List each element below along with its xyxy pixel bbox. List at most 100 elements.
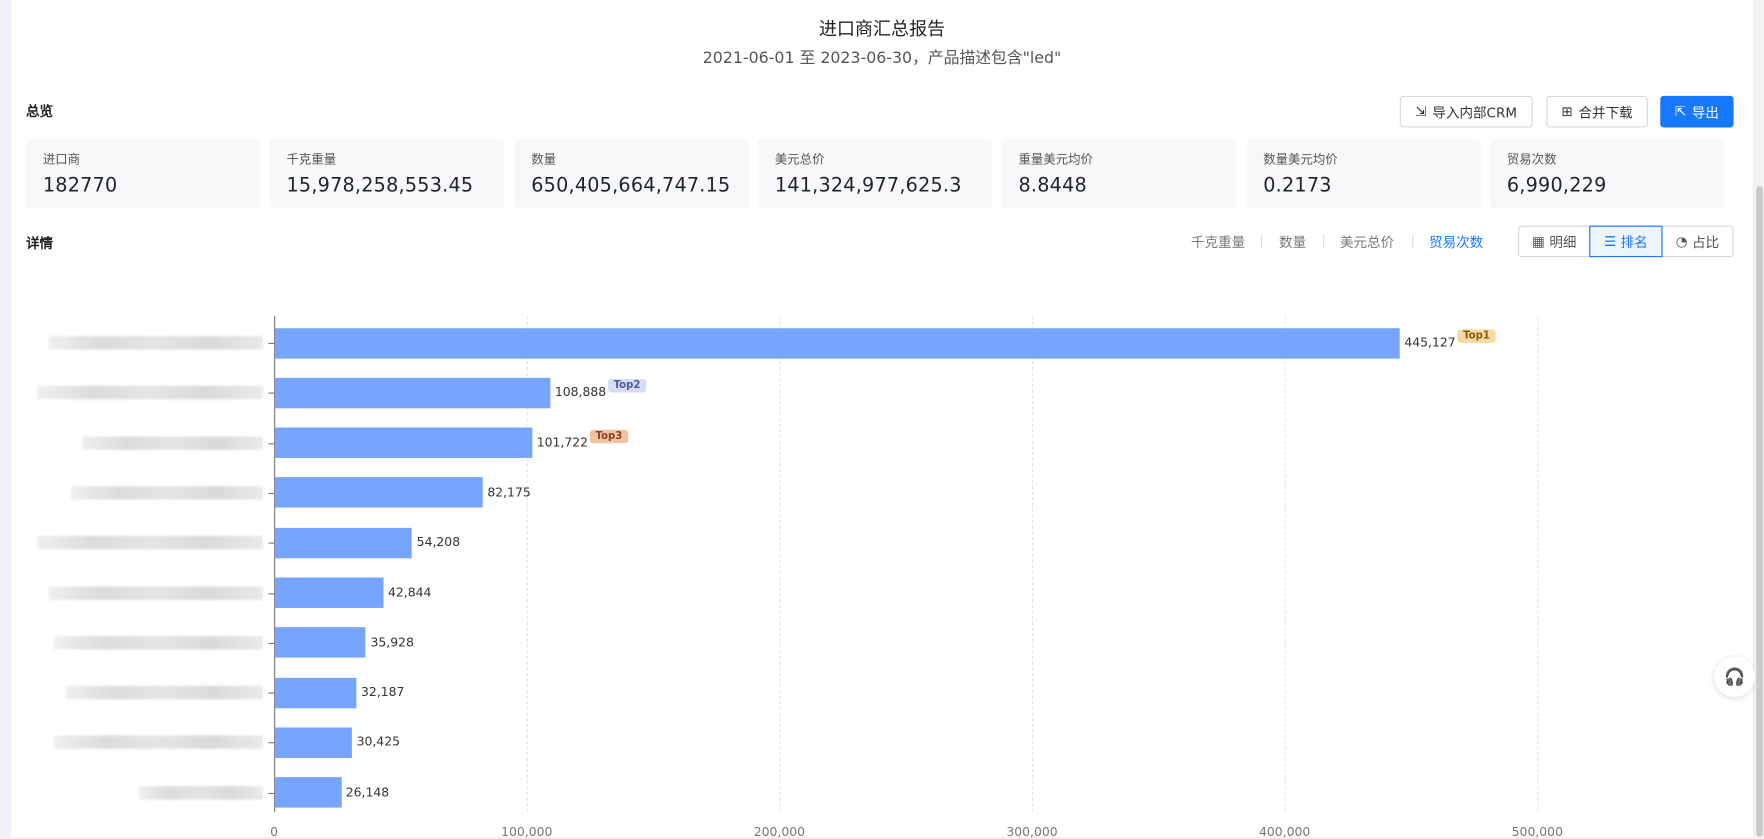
headset-icon: 🎧 [1724,666,1746,687]
stat-card: 千克重量 15,978,258,553.45 [269,138,505,209]
export-icon: ⇱ [1674,103,1687,120]
x-tick-label: 400,000 [1259,824,1311,839]
metric-tab-weight[interactable]: 千克重量 [1191,234,1246,251]
gridline [779,315,781,813]
bar-ranking-icon: ☰ [1603,233,1617,250]
view-share-button[interactable]: ◔ 占比 [1661,225,1734,258]
import-crm-button[interactable]: ⇲ 导入内部CRM [1399,95,1533,128]
bar [275,777,342,808]
x-tick-label: 500,000 [1511,824,1563,839]
stat-card: 重量美元均价 8.8448 [1001,138,1237,209]
bar [275,627,366,658]
redacted-category-label [48,336,263,350]
metric-tab-quantity[interactable]: 数量 [1279,234,1307,251]
stat-card: 进口商 182770 [25,138,261,209]
bar-value-label: 101,722 [536,434,589,450]
redacted-category-label [54,735,263,750]
bar [275,577,384,608]
view-ranking-button[interactable]: ☰ 排名 [1589,225,1663,258]
bar [275,727,353,758]
import-icon: ⇲ [1415,103,1427,120]
gridline [1537,315,1539,813]
stat-card: 数量美元均价 0.2173 [1246,138,1481,209]
redacted-category-label [65,685,263,700]
stat-card: 美元总价 141,324,977,625.3 [757,138,993,209]
metric-tab-usd-total[interactable]: 美元总价 [1339,234,1395,251]
x-tick-label: 100,000 [501,824,553,839]
stat-card: 贸易次数 6,990,229 [1489,138,1725,209]
customer-service-button[interactable]: 🎧 [1714,656,1756,698]
scrollbar-thumb[interactable] [1756,186,1763,837]
x-tick-label: 0 [270,824,279,839]
redacted-category-label [54,635,263,650]
overview-heading: 总览 [25,103,54,120]
metric-tab-trade-count[interactable]: 贸易次数 [1429,234,1484,251]
x-tick-label: 200,000 [753,824,806,839]
bar-value-label: 445,127 [1404,334,1456,350]
redacted-category-label [48,585,263,600]
rank-badge: Top2 [607,379,647,393]
pie-icon: ◔ [1675,233,1688,250]
bar-value-label: 42,844 [387,584,432,600]
bar [275,477,483,508]
redacted-category-label [138,785,263,800]
bar-value-label: 32,187 [361,684,405,700]
export-button[interactable]: ⇱ 导出 [1660,95,1734,128]
y-tick [268,542,275,544]
y-tick [268,642,275,644]
bar [275,527,413,558]
stat-label: 千克重量 [286,152,337,167]
divider [1260,234,1263,249]
stat-value: 650,405,664,747.15 [531,174,731,198]
bar-value-label: 26,148 [345,784,390,800]
stat-card: 数量 650,405,664,747.15 [514,138,749,209]
bar-value-label: 35,928 [370,634,414,650]
stat-value: 141,324,977,625.3 [774,174,962,198]
merge-download-label: 合并下载 [1578,104,1633,121]
stat-label: 贸易次数 [1506,152,1557,167]
redacted-category-label [82,436,263,450]
y-axis-line [274,315,276,813]
view-detail-label: 明细 [1549,234,1577,250]
view-ranking-label: 排名 [1620,234,1648,250]
stat-label: 进口商 [42,152,81,167]
y-tick [268,492,275,494]
import-crm-label: 导入内部CRM [1432,104,1518,121]
gridline [1284,315,1286,813]
stat-value: 8.8448 [1018,174,1087,198]
bar-value-label: 54,208 [416,534,461,550]
y-tick [268,342,275,345]
y-tick [268,742,275,744]
y-tick [268,692,275,694]
stat-value: 15,978,258,553.45 [286,174,474,198]
redacted-category-label [37,535,263,550]
stat-label: 美元总价 [774,152,825,167]
bar-value-label: 30,425 [356,734,400,750]
view-detail-button[interactable]: ▦ 明细 [1518,225,1591,258]
table-icon: ▦ [1532,233,1545,250]
merge-download-button[interactable]: ⊞ 合并下载 [1546,95,1648,128]
bar-value-label: 108,888 [554,384,607,400]
stat-value: 0.2173 [1263,174,1332,198]
stat-value: 182770 [42,174,118,198]
redacted-category-label [71,486,263,500]
page-title: 进口商汇总报告 [818,18,946,40]
divider [1412,234,1414,249]
stat-value: 6,990,229 [1506,174,1607,198]
bar [275,427,533,459]
view-share-label: 占比 [1692,234,1720,250]
stat-label: 重量美元均价 [1018,152,1093,167]
stat-label: 数量美元均价 [1263,152,1338,167]
y-tick [268,442,275,444]
redacted-category-label [37,386,263,400]
bar [275,327,1400,359]
export-label: 导出 [1691,104,1719,121]
y-tick [268,592,275,594]
details-heading: 详情 [25,235,54,252]
y-tick [268,792,275,794]
merge-icon: ⊞ [1561,103,1573,120]
stat-label: 数量 [531,152,557,167]
rank-badge: Top1 [1457,329,1496,343]
divider [1323,234,1325,249]
gridline [526,315,528,813]
